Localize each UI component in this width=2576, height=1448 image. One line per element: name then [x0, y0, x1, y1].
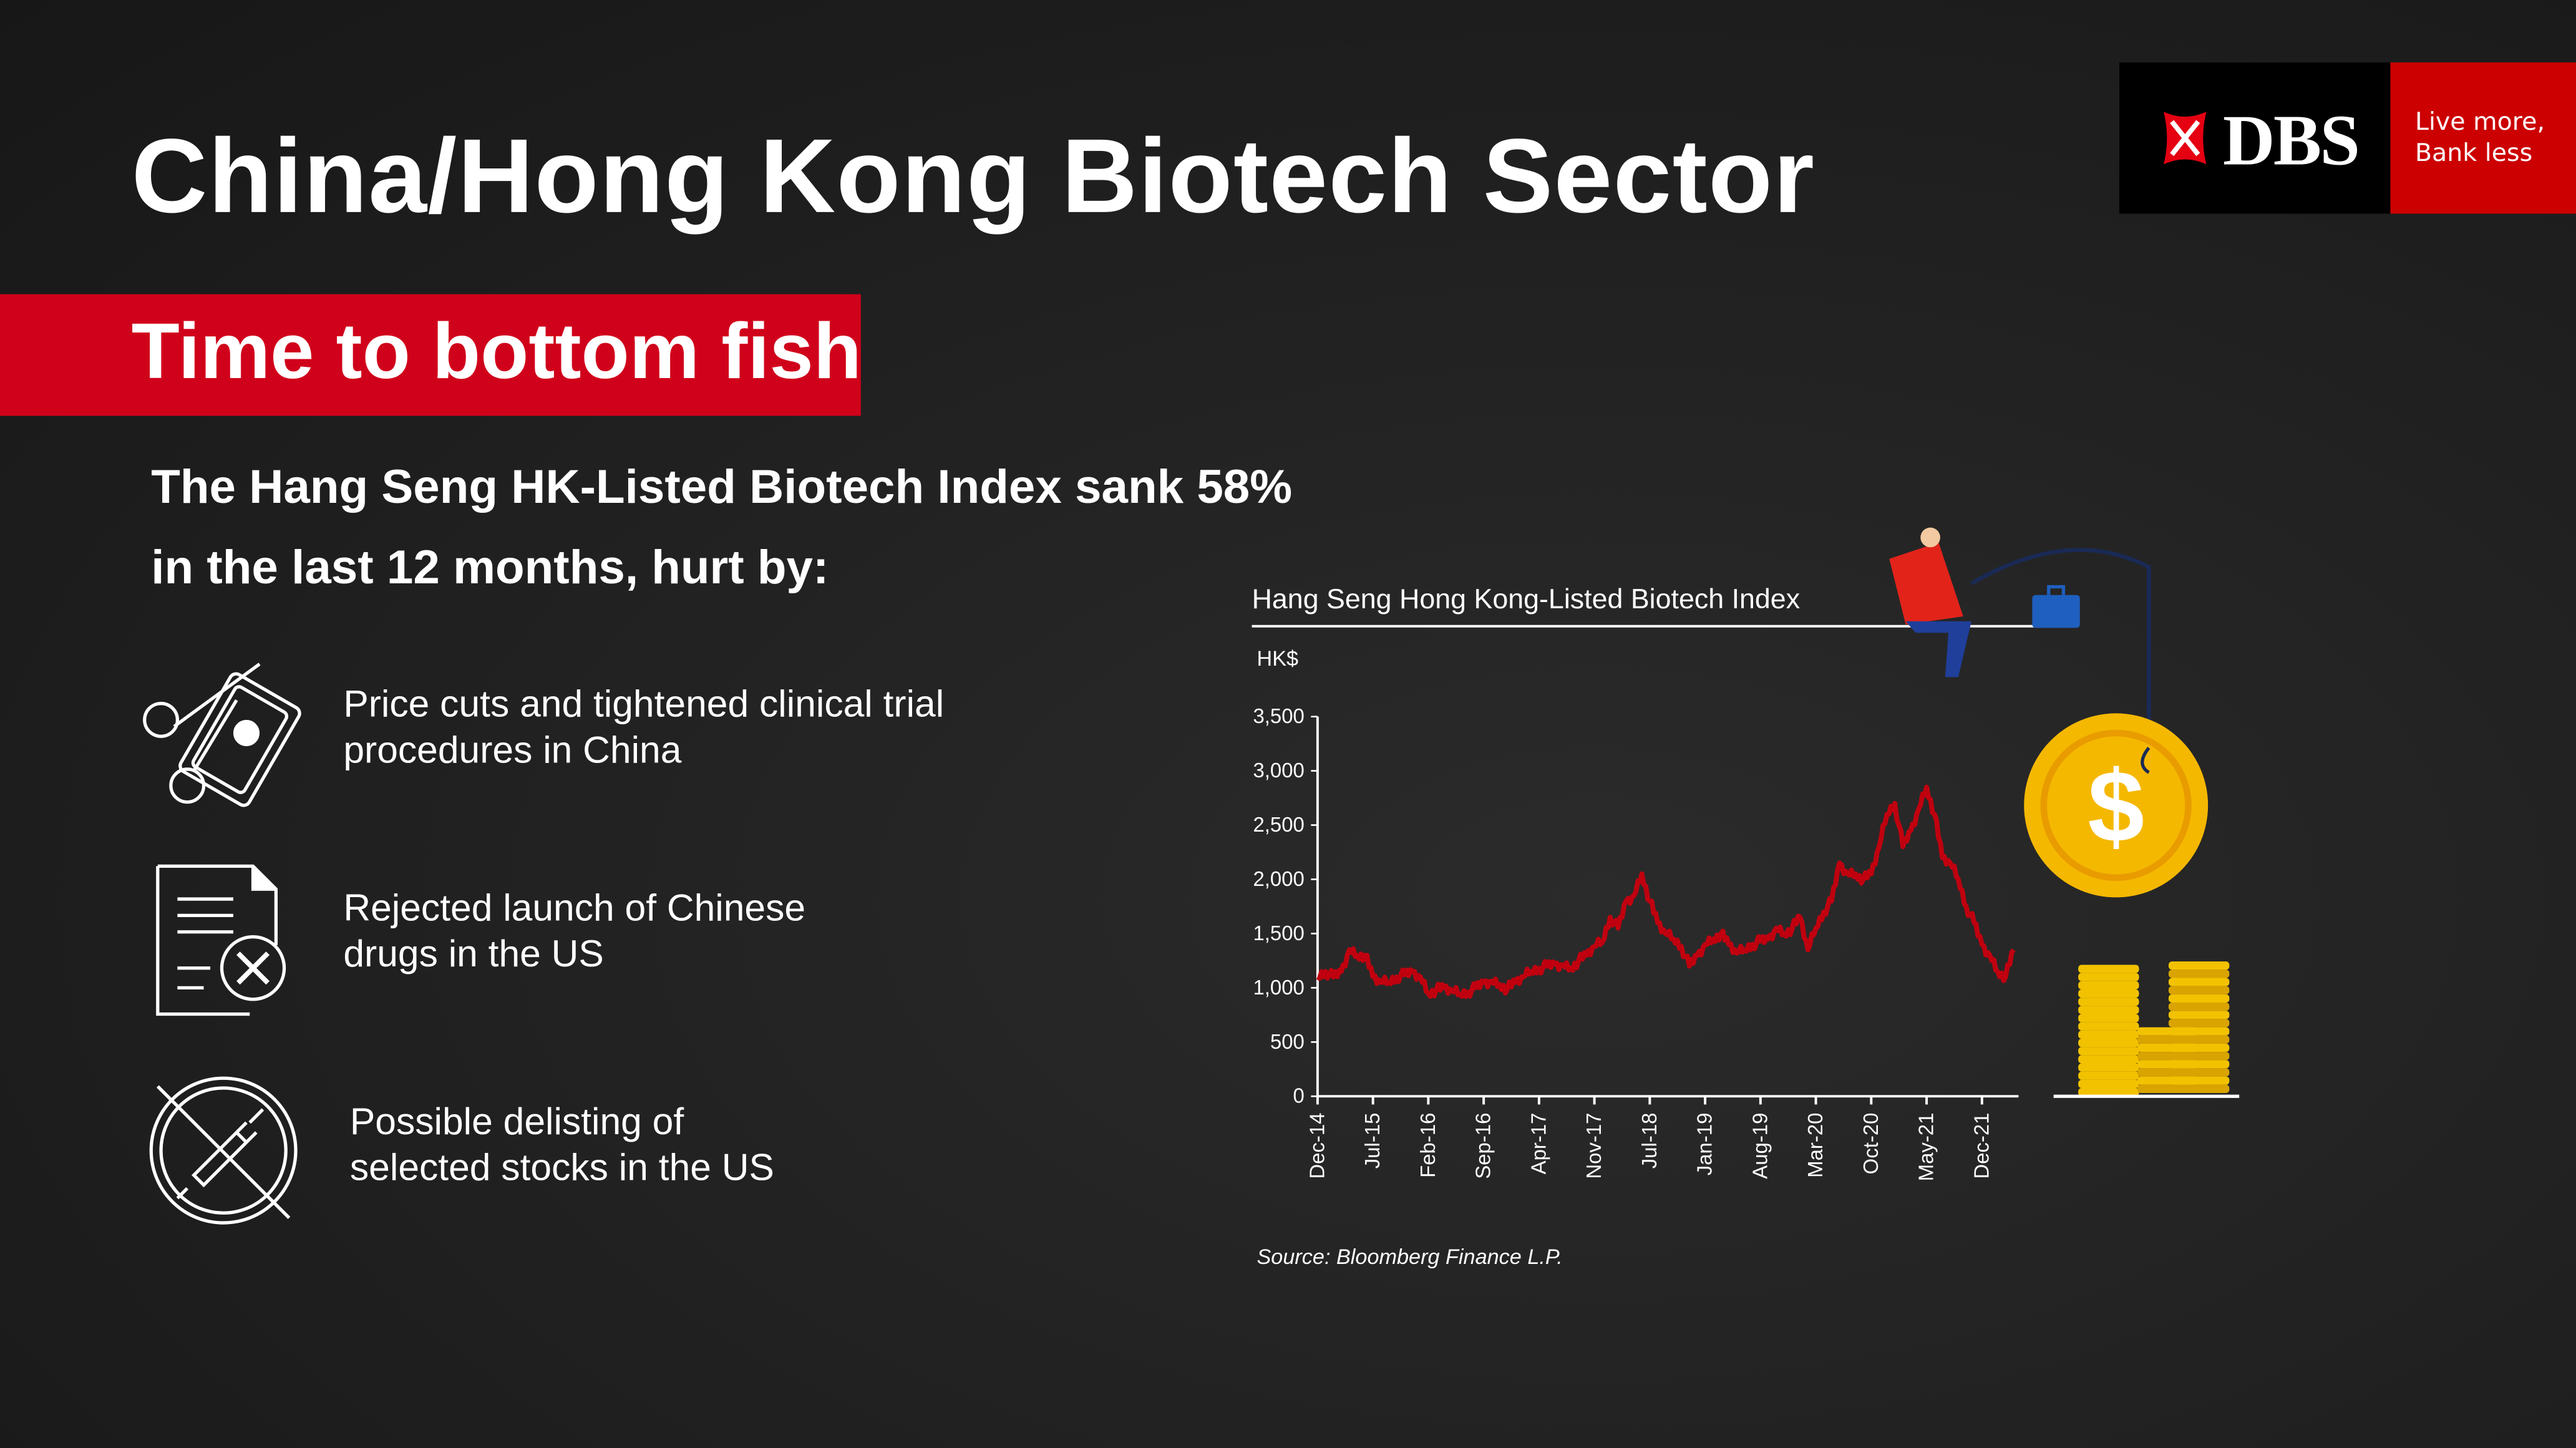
coin — [2078, 1030, 2139, 1039]
reason-1-line2: procedures in China — [343, 728, 682, 771]
coin — [2168, 1060, 2230, 1069]
coin — [2078, 998, 2139, 1006]
reason-3-line2: selected stocks in the US — [349, 1145, 774, 1188]
reason-2: Rejected launch of Chinese drugs in the U… — [343, 884, 805, 976]
y-tick-label: 3,500 — [1253, 704, 1304, 727]
x-tick-label: Jul-18 — [1638, 1113, 1661, 1169]
coin — [2078, 1079, 2139, 1089]
intro-line1: The Hang Seng HK-Listed Biotech Index sa… — [151, 462, 1293, 515]
x-tick-label: Apr-17 — [1527, 1113, 1550, 1175]
dollar-coin-icon: $ — [2024, 713, 2209, 898]
x-tick-label: Sep-16 — [1472, 1113, 1495, 1179]
chart-source: Source: Bloomberg Finance L.P. — [1256, 1244, 1563, 1269]
fisherman-illustration — [1889, 527, 2151, 748]
coin — [2078, 1088, 2139, 1097]
x-tick-label: Aug-19 — [1748, 1113, 1771, 1179]
coin — [2168, 961, 2230, 970]
x-tick-label: Feb-16 — [1416, 1113, 1439, 1178]
coin — [2168, 1043, 2230, 1052]
svg-text:$: $ — [2088, 749, 2144, 863]
intro-line2: in the last 12 months, hurt by: — [151, 542, 829, 595]
y-tick-label: 2,500 — [1253, 813, 1304, 836]
coin — [2078, 1055, 2139, 1064]
coin — [2078, 989, 2139, 998]
page-title: China/Hong Kong Biotech Sector — [131, 117, 1815, 235]
y-axis-label: HK$ — [1256, 646, 1299, 671]
x-tick-label: Dec-21 — [1970, 1113, 1993, 1179]
y-tick-label: 1,000 — [1253, 976, 1304, 999]
reason-2-line2: drugs in the US — [343, 931, 604, 975]
no-syringe-icon — [149, 1076, 298, 1225]
y-tick-label: 500 — [1270, 1030, 1305, 1053]
tagline: Live more, Bank less — [2415, 107, 2545, 169]
fishing-rod-icon — [1970, 548, 2151, 748]
y-tick-label: 2,000 — [1253, 867, 1304, 890]
y-tick-label: 3,000 — [1253, 759, 1304, 782]
coin — [2168, 1011, 2230, 1019]
coin — [2168, 1003, 2230, 1011]
coin — [2168, 1035, 2230, 1044]
coin — [2168, 978, 2230, 986]
tagline-box — [2390, 62, 2576, 214]
tagline-line2: Bank less — [2414, 138, 2533, 168]
reason-3-line1: Possible delisting of — [349, 1099, 684, 1142]
dbs-logo-text: DBS — [2222, 100, 2360, 181]
reason-1: Price cuts and tightened clinical trial p… — [343, 681, 944, 773]
coin — [2168, 1052, 2230, 1061]
chart-title: Hang Seng Hong Kong-Listed Biotech Index — [1252, 583, 1801, 615]
x-tick-label: May-21 — [1915, 1113, 1938, 1182]
x-tick-label: Dec-14 — [1305, 1113, 1328, 1179]
coin — [2168, 986, 2230, 994]
coin — [2078, 1071, 2139, 1080]
y-tick-label: 0 — [1293, 1084, 1305, 1107]
coin — [2078, 965, 2139, 973]
banner-text: Time to bottom fish — [131, 309, 862, 396]
coin — [2078, 981, 2139, 989]
coin — [2078, 1063, 2139, 1072]
dbs-star-icon — [2164, 112, 2207, 165]
coin — [2168, 1019, 2230, 1028]
coin — [2168, 1084, 2230, 1093]
rejected-document-icon — [156, 864, 286, 1016]
coin — [2168, 1027, 2230, 1036]
reason-1-line1: Price cuts and tightened clinical trial — [343, 682, 945, 725]
coin-stacks-icon — [2078, 961, 2230, 1097]
x-tick-label: Jan-19 — [1693, 1113, 1716, 1176]
x-tick-label: Mar-20 — [1804, 1113, 1827, 1178]
dbs-logo — [2119, 62, 2391, 214]
subtitle-banner: Time to bottom fish — [0, 294, 862, 416]
coin — [2168, 1076, 2230, 1085]
coin — [2168, 969, 2230, 978]
y-tick-label: 1,500 — [1253, 921, 1304, 945]
x-tick-label: Oct-20 — [1859, 1113, 1882, 1175]
coin — [2078, 973, 2139, 981]
x-tick-label: Nov-17 — [1582, 1113, 1605, 1179]
coin — [2168, 994, 2230, 1003]
reason-2-line1: Rejected launch of Chinese — [343, 885, 806, 929]
coin — [2168, 1068, 2230, 1077]
series-line — [1316, 784, 2016, 999]
coin — [2078, 1014, 2139, 1023]
coin — [2078, 1006, 2139, 1014]
coin — [2078, 1039, 2139, 1047]
tagline-line1: Live more, — [2414, 107, 2545, 137]
x-tick-label: Jul-15 — [1361, 1113, 1384, 1169]
briefcase-icon — [2032, 595, 2080, 628]
coin — [2078, 1022, 2139, 1031]
coin — [2078, 1047, 2139, 1056]
price-cut-scissors-icon — [143, 663, 301, 807]
reason-3: Possible delisting of selected stocks in … — [350, 1098, 774, 1190]
